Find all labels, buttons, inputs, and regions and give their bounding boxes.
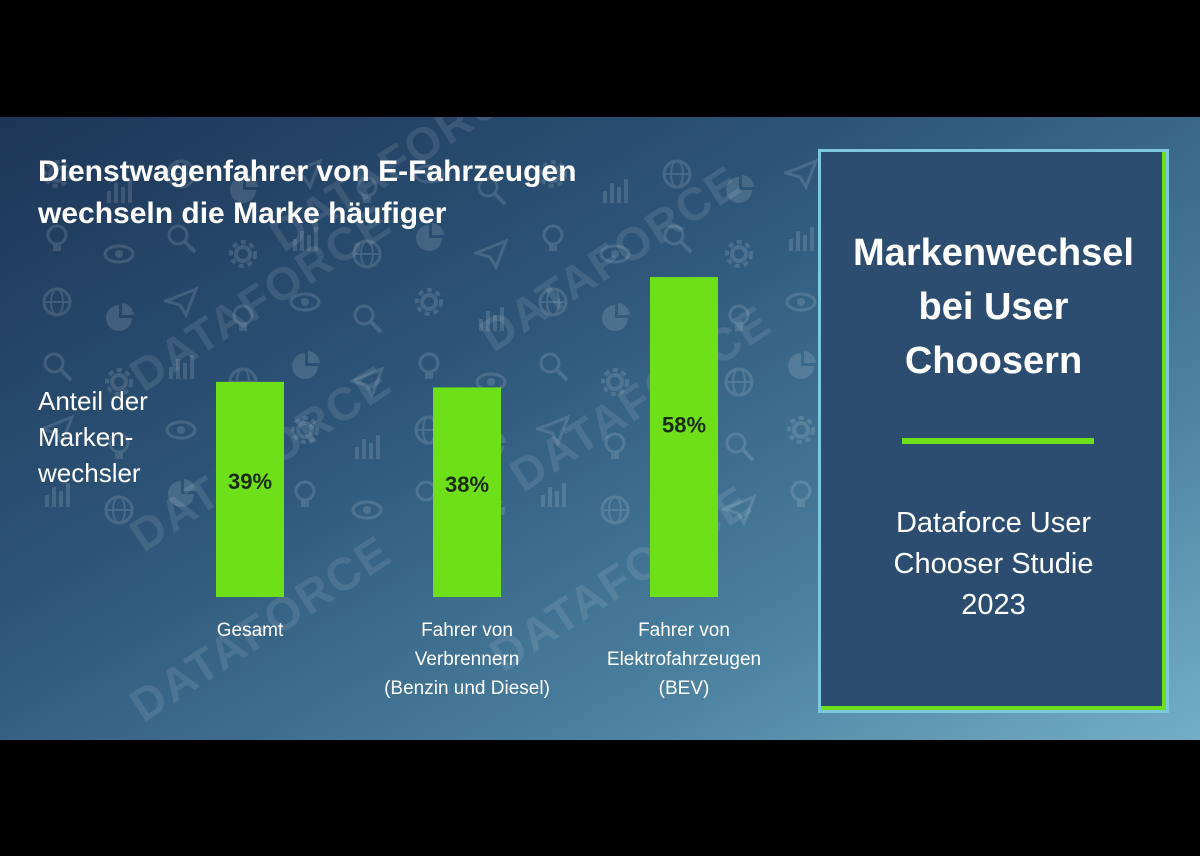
bar-1	[216, 381, 284, 597]
bar-value-label-3: 58%	[662, 412, 706, 437]
panel-title-line-2: bei User	[918, 286, 1069, 328]
slide: DATAFORCE DATAFORCE DATAFORCE DATAFORCE DATA…	[0, 117, 1200, 740]
category-label-1-line-1: Gesamt	[217, 620, 284, 641]
bar-chart: 39% Gesamt 38% Fahrer von Verbrennern (Benzin…	[216, 277, 761, 699]
info-panel-accent-border	[821, 152, 1166, 710]
chart-title: Dienstwagenfahrer von E-Fahrzeugen wechs…	[38, 151, 738, 235]
panel-divider	[902, 438, 1094, 444]
panel-source: Dataforce User Chooser Studie 2023	[821, 503, 1166, 626]
panel-source-line-3: 2023	[961, 589, 1026, 621]
panel-title-line-3: Choosern	[904, 340, 1083, 382]
y-axis-label-line-2: Marken-	[38, 422, 134, 452]
category-label-2-line-3: (Benzin und Diesel)	[384, 678, 550, 699]
y-axis-label-line-1: Anteil der	[38, 386, 148, 416]
y-axis-label: Anteil der Marken- wechsler	[38, 383, 208, 491]
category-label-3-line-3: (BEV)	[659, 678, 710, 699]
bar-3	[650, 277, 718, 597]
info-panel: Markenwechsel bei User Choosern Dataforc…	[818, 149, 1169, 713]
chart-title-line-1: Dienstwagenfahrer von E-Fahrzeugen	[38, 155, 577, 188]
bar-2	[433, 387, 501, 597]
bar-value-label-1: 39%	[228, 469, 272, 494]
panel-source-line-2: Chooser Studie	[893, 548, 1094, 580]
panel-title-line-1: Markenwechsel	[853, 232, 1134, 274]
category-label-3-line-2: Elektrofahrzeugen	[607, 649, 761, 670]
category-label-3-line-1: Fahrer von	[638, 620, 730, 641]
category-label-2-line-2: Verbrennern	[415, 649, 520, 670]
bar-value-label-2: 38%	[445, 472, 489, 497]
category-label-2-line-1: Fahrer von	[421, 620, 513, 641]
panel-title: Markenwechsel bei User Choosern	[821, 226, 1166, 388]
chart-title-line-2: wechseln die Marke häufiger	[38, 197, 447, 230]
panel-source-line-1: Dataforce User	[895, 507, 1091, 539]
y-axis-label-line-3: wechsler	[38, 458, 141, 488]
